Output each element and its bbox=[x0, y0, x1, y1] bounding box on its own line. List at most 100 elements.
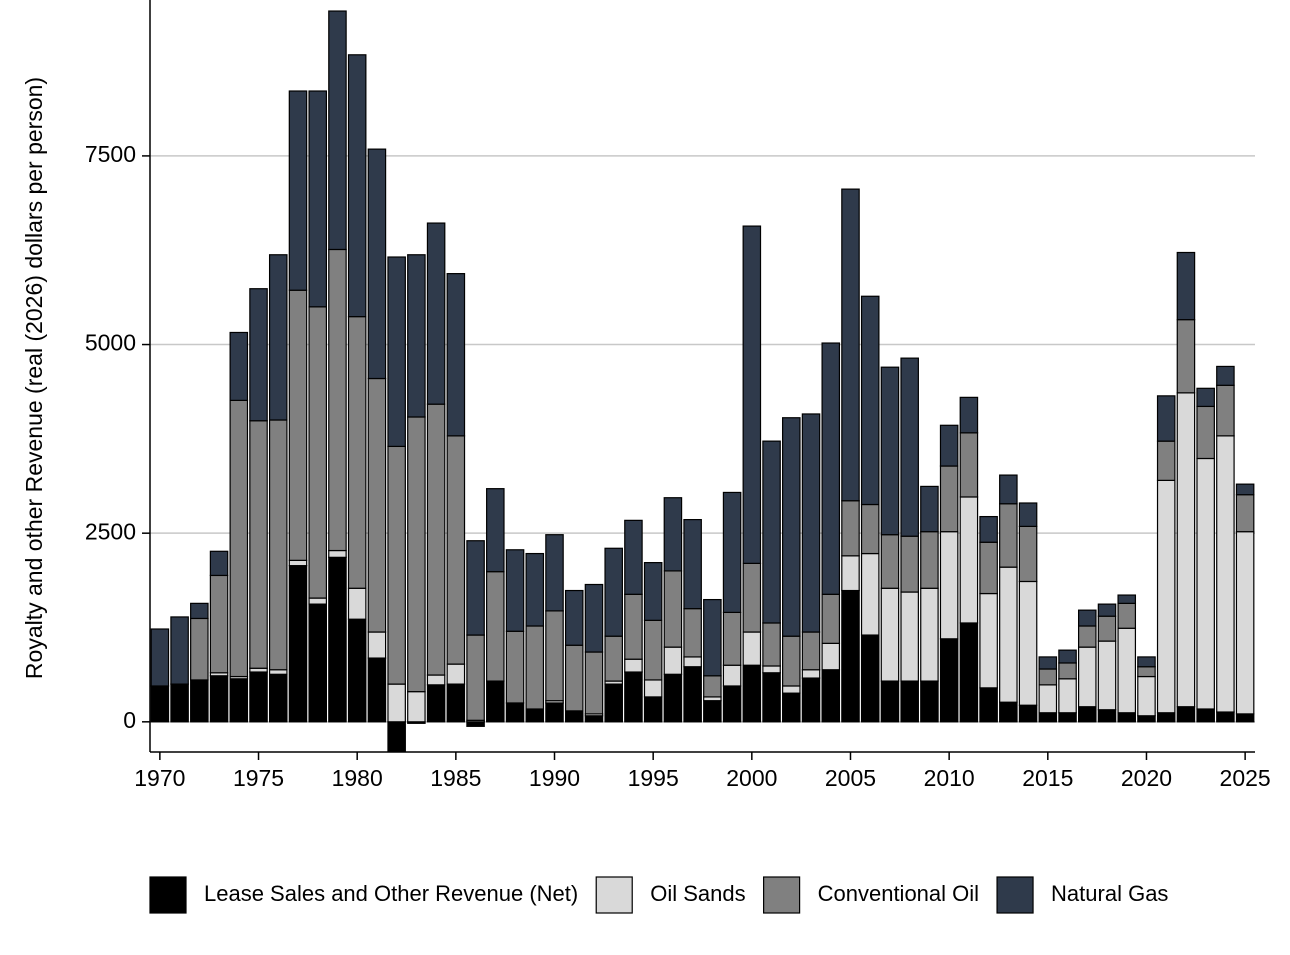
bar-segment bbox=[663, 570, 683, 648]
bar-segment bbox=[446, 435, 466, 665]
bar-segment bbox=[545, 610, 564, 702]
bar-segment bbox=[782, 417, 801, 637]
bar-segment bbox=[624, 671, 643, 723]
bar-segment bbox=[584, 583, 604, 653]
bar-segment bbox=[426, 684, 446, 723]
bar-segment bbox=[1156, 440, 1176, 481]
bar-segment bbox=[1137, 656, 1156, 668]
bar-segment bbox=[229, 678, 249, 723]
bar-segment bbox=[821, 342, 841, 595]
bar-segment bbox=[939, 424, 959, 467]
x-tick-label: 1975 bbox=[233, 765, 284, 791]
bar-segment bbox=[742, 225, 762, 564]
bar-segment bbox=[170, 683, 189, 723]
bar-segment bbox=[683, 656, 702, 668]
bar-segment bbox=[564, 589, 584, 646]
bar-segment bbox=[387, 721, 406, 752]
bar-segment bbox=[466, 721, 485, 727]
bar-segment bbox=[1137, 715, 1156, 723]
bar-segment bbox=[308, 597, 328, 605]
bar-segment bbox=[190, 602, 209, 620]
bar-segment bbox=[1058, 712, 1077, 723]
bar-segment bbox=[1097, 640, 1117, 711]
bar-segment bbox=[1156, 395, 1176, 442]
y-tick-label: 2500 bbox=[85, 518, 136, 544]
bar-segment bbox=[268, 669, 288, 675]
bar-segment bbox=[209, 675, 229, 723]
bar-segment bbox=[505, 549, 525, 632]
bar-segment bbox=[446, 273, 466, 437]
bar-segment bbox=[1196, 387, 1215, 408]
x-tick-label: 1990 bbox=[529, 765, 580, 791]
bar-segment bbox=[466, 634, 485, 721]
bar-segment bbox=[1097, 709, 1117, 723]
bar-segment bbox=[347, 54, 367, 318]
bar-segment bbox=[150, 628, 170, 687]
bar-segment bbox=[1216, 384, 1235, 437]
bar-segment bbox=[367, 631, 387, 659]
y-tick-label: 5000 bbox=[85, 330, 136, 356]
bar-segment bbox=[328, 248, 347, 552]
bar-segment bbox=[841, 500, 860, 557]
y-tick-label: 7500 bbox=[85, 141, 136, 167]
legend-swatch bbox=[149, 876, 187, 914]
bar-segment bbox=[1097, 603, 1117, 617]
bar-segment bbox=[545, 702, 564, 723]
bar-segment bbox=[1058, 678, 1077, 714]
bar-segment bbox=[801, 413, 821, 633]
bar-segment bbox=[1077, 706, 1097, 723]
bar-segment bbox=[860, 552, 880, 636]
bar-segment bbox=[170, 616, 189, 685]
axes: 0 2500 5000 7500 1970 1975 1980 1985 1990 1995 200… bbox=[85, 0, 1271, 791]
bar-segment bbox=[959, 622, 979, 723]
bar-segment bbox=[1038, 684, 1058, 714]
bar-segment bbox=[880, 587, 900, 682]
legend-label: Oil Sands bbox=[650, 881, 745, 906]
bar-segment bbox=[860, 503, 880, 555]
bar-segment bbox=[762, 672, 781, 723]
bar-segment bbox=[367, 148, 387, 380]
bar-segment bbox=[1196, 457, 1215, 710]
bar-segment bbox=[288, 559, 308, 567]
bar-segment bbox=[1156, 712, 1176, 723]
bar-segment bbox=[1018, 525, 1038, 583]
bar-segment bbox=[288, 565, 308, 723]
bar-segment bbox=[959, 432, 979, 498]
legend-label: Conventional Oil bbox=[818, 881, 979, 906]
bar-segment bbox=[703, 598, 722, 677]
bar-segment bbox=[880, 534, 900, 589]
bar-segment bbox=[1176, 251, 1196, 321]
bar-segment bbox=[1176, 706, 1196, 723]
bar-segment bbox=[387, 445, 406, 685]
bar-segment bbox=[1058, 662, 1077, 680]
bar-segment bbox=[190, 679, 209, 723]
bar-segment bbox=[1235, 713, 1255, 723]
bar-segment bbox=[229, 399, 249, 678]
bar-segment bbox=[920, 680, 939, 723]
bar-segment bbox=[367, 657, 387, 723]
legend-swatch bbox=[595, 876, 633, 914]
bar-segment bbox=[663, 497, 683, 572]
bar-segment bbox=[1038, 656, 1058, 670]
bar-segment bbox=[900, 535, 919, 593]
bar-segment bbox=[328, 556, 347, 723]
bar-segment bbox=[999, 474, 1018, 505]
bar-segment bbox=[1235, 483, 1255, 496]
bar-segment bbox=[722, 491, 742, 614]
bar-segment bbox=[722, 664, 742, 687]
x-tick-label: 2020 bbox=[1121, 765, 1172, 791]
bar-segment bbox=[959, 396, 979, 434]
bar-segment bbox=[525, 708, 545, 723]
bar-segment bbox=[387, 256, 406, 448]
bar-segment bbox=[999, 701, 1018, 723]
bar-segment bbox=[190, 617, 209, 681]
bar-segment bbox=[1038, 712, 1058, 723]
bar-segment bbox=[1216, 435, 1235, 713]
bar-segment bbox=[782, 692, 801, 723]
bar-segment bbox=[663, 673, 683, 723]
bar-segment bbox=[308, 306, 328, 599]
bar-segment bbox=[900, 680, 919, 723]
bar-segment bbox=[1077, 609, 1097, 627]
bar-segment bbox=[1077, 625, 1097, 648]
bar-segment bbox=[564, 710, 584, 723]
